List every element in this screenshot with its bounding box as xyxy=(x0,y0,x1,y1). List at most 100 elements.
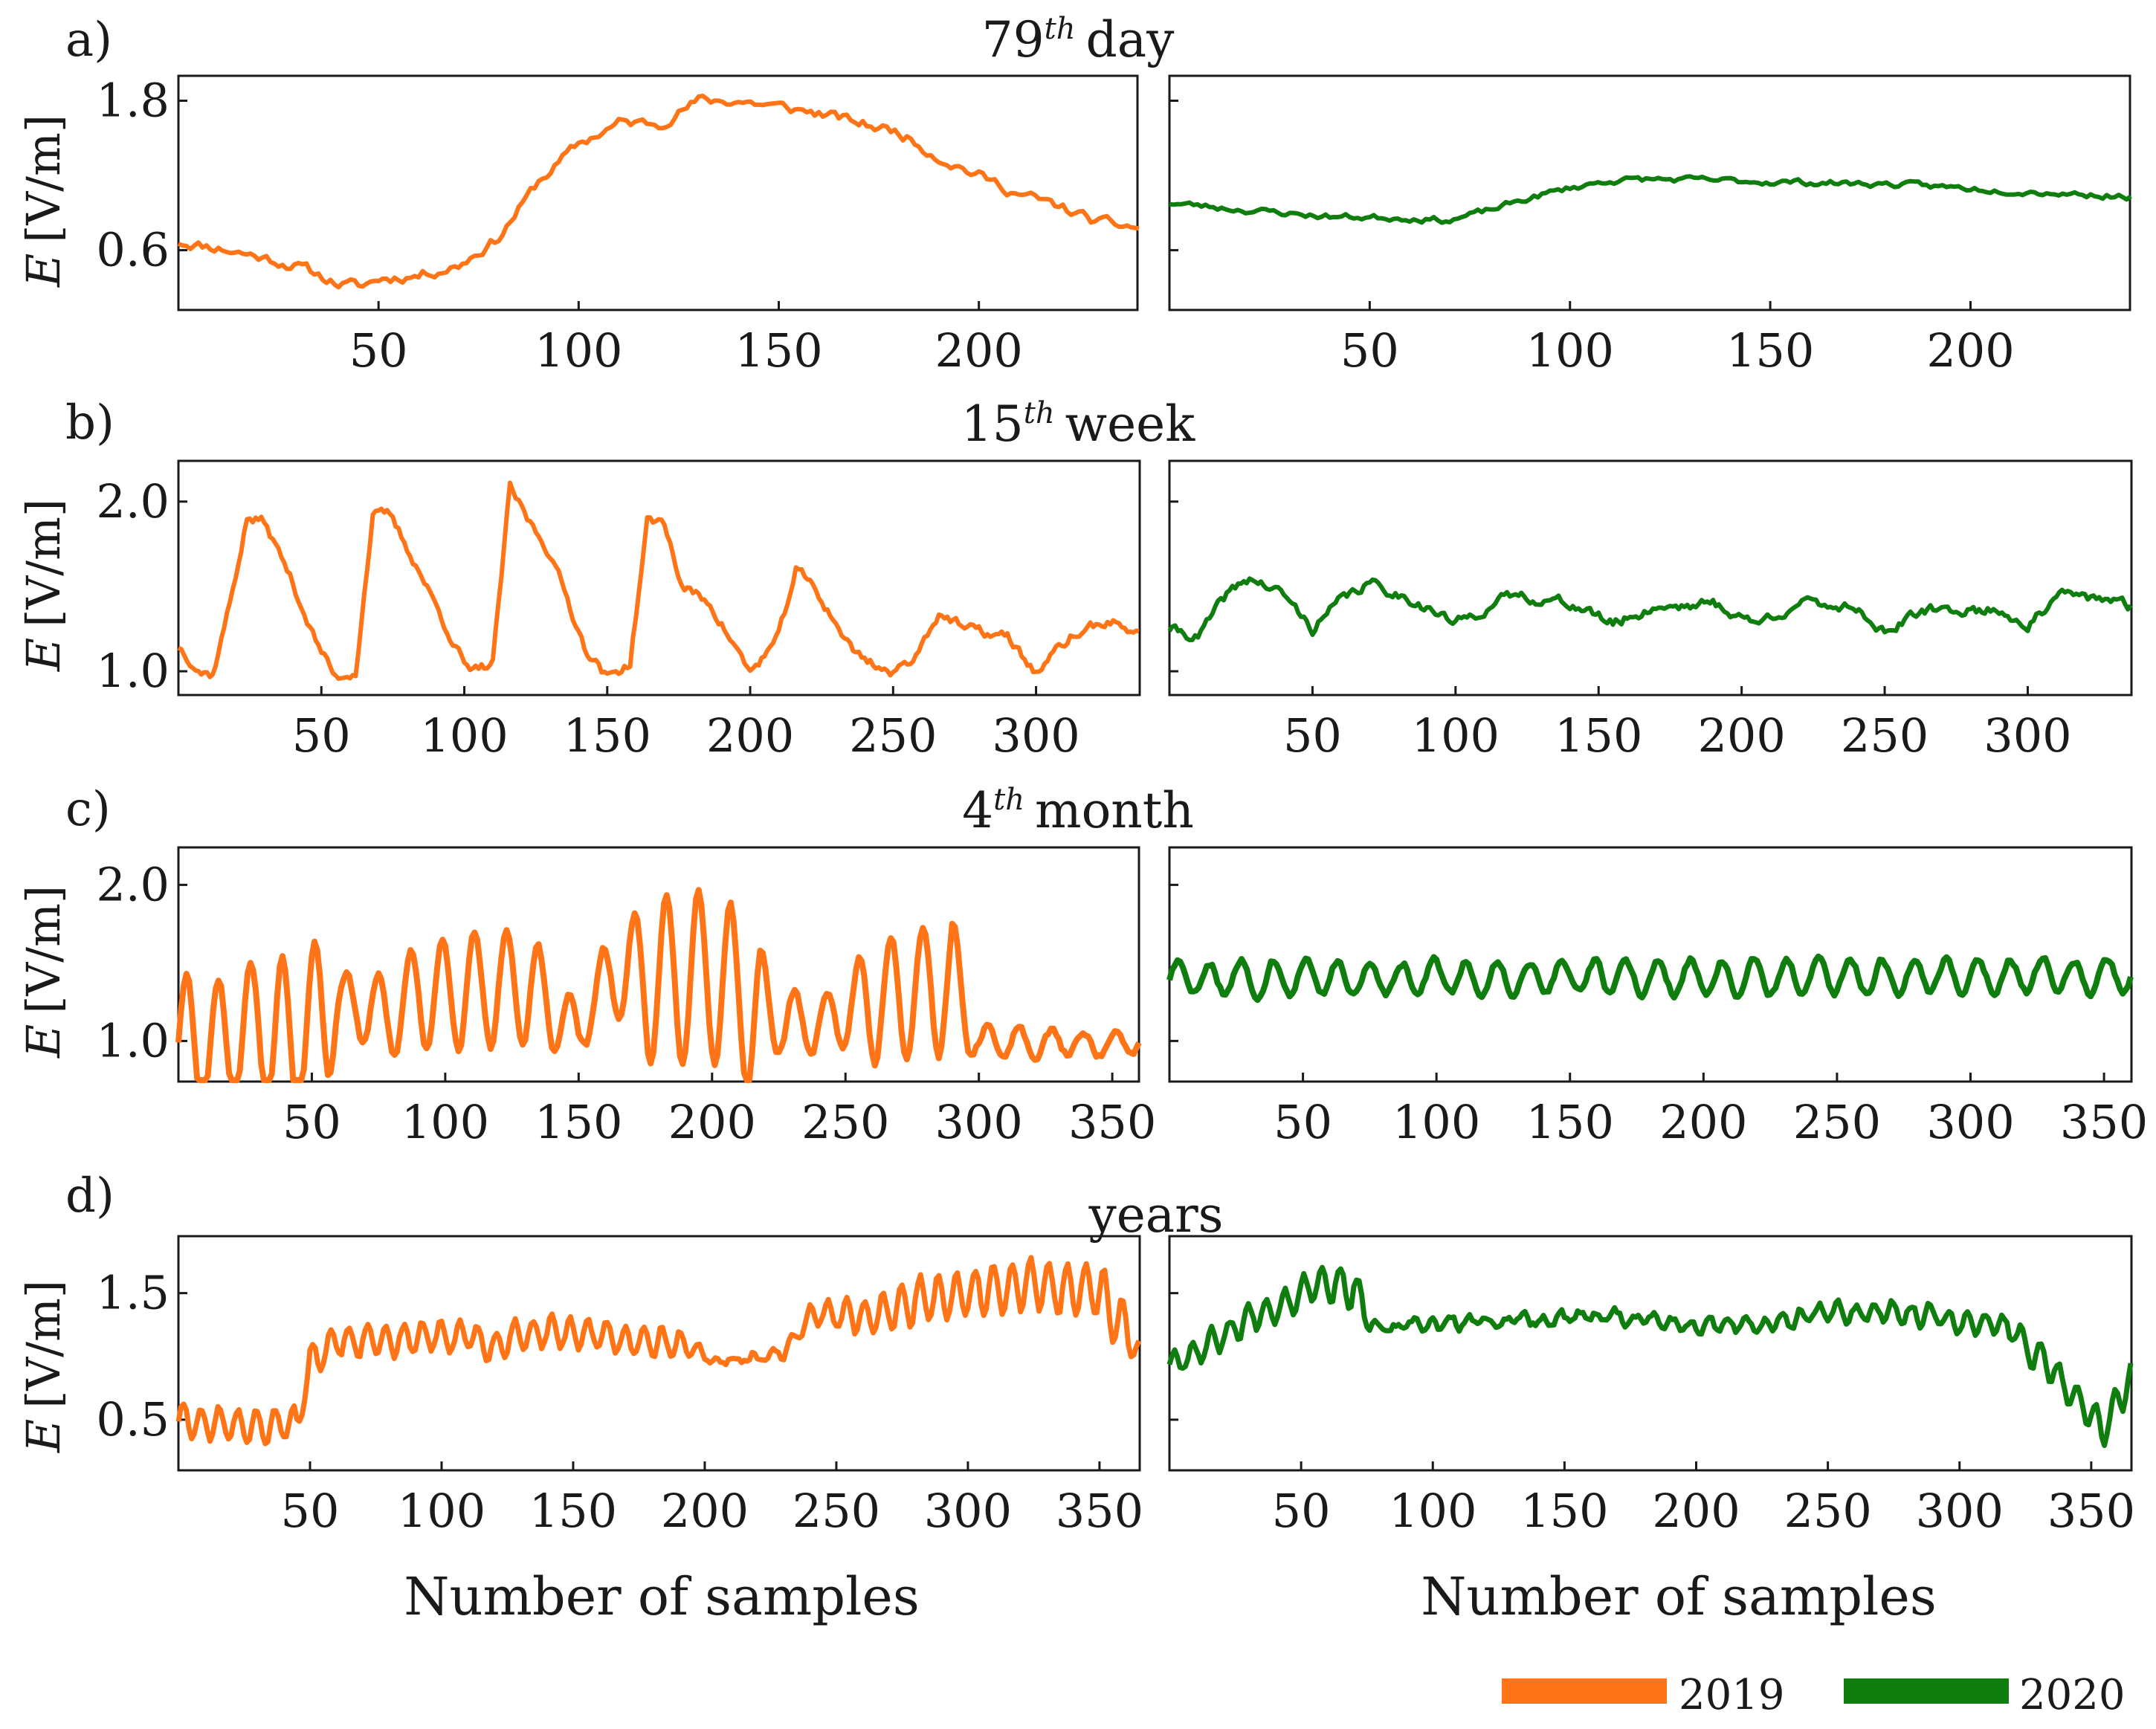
title-b-prefix: 15 xyxy=(961,395,1024,453)
row-a: a) 79th day E [V/m] 50 100 150 200 0.6 1.8 50 10… xyxy=(16,11,2132,378)
axis-b-2019: 50 100 150 200 250 300 1.0 2.0 xyxy=(96,474,1079,763)
x-tick-label-b-2019-200: 200 xyxy=(706,708,794,763)
line-2019-a xyxy=(177,94,1140,290)
x-tick-label-d-2020-200: 200 xyxy=(1652,1484,1740,1538)
xlabel-right: Number of samples xyxy=(1421,1566,1937,1627)
title-a-prefix: 79 xyxy=(982,11,1045,68)
x-tick-label-d-2019-150: 150 xyxy=(529,1484,617,1538)
legend-label-2019: 2019 xyxy=(1679,1671,1785,1719)
plot-frame-a-2020 xyxy=(1168,74,2131,311)
plot-frame-d-2020 xyxy=(1168,1235,2133,1472)
y-tick-label-c-2019-0: 1.0 xyxy=(96,1013,170,1067)
panel-letter-a: a) xyxy=(65,13,112,68)
line-2020-b xyxy=(1167,576,2133,642)
y-tick-label-b-2019-0: 1.0 xyxy=(96,644,170,698)
axis-d-2019: 50 100 150 200 250 300 350 0.5 1.5 xyxy=(96,1266,1143,1538)
row-b: b) 15th week E [V/m] 50 100 150 200 250 300 1.0 2… xyxy=(16,395,2133,763)
panel-letter-c: c) xyxy=(65,782,111,837)
ylabel-c-unit: [V/m] xyxy=(16,885,71,1014)
plot-frame-b-2019 xyxy=(177,459,1141,697)
title-b-suffix: week xyxy=(1065,395,1196,453)
ylabel-b: E [V/m] xyxy=(16,499,71,672)
axis-c-2020: 50 100 150 200 250 300 350 xyxy=(1169,883,2148,1149)
plot-frame-c-2020 xyxy=(1168,846,2133,1083)
title-a: 79th day xyxy=(982,11,1175,68)
line-2020-d xyxy=(1166,1264,2134,1448)
x-tick-label-c-2019-100: 100 xyxy=(401,1095,489,1149)
ylabel-d-unit: [V/m] xyxy=(16,1280,71,1409)
x-tick-label-b-2019-50: 50 xyxy=(292,708,351,763)
title-b-sup: th xyxy=(1024,396,1055,430)
ylabel-c-italic: E xyxy=(16,1024,71,1059)
x-tick-label-d-2020-50: 50 xyxy=(1272,1484,1331,1538)
title-a-sup: th xyxy=(1045,12,1076,46)
x-tick-label-b-2020-200: 200 xyxy=(1697,708,1785,763)
line-2019-d xyxy=(175,1255,1142,1447)
line-2020-a xyxy=(1169,174,2132,225)
xlabel-left: Number of samples xyxy=(404,1566,920,1627)
line-2020-c xyxy=(1166,953,2134,1004)
x-tick-label-d-2020-250: 250 xyxy=(1784,1484,1871,1538)
x-tick-label-b-2019-100: 100 xyxy=(420,708,508,763)
ylabel-b-italic: E xyxy=(16,638,71,672)
x-tick-label-d-2019-100: 100 xyxy=(398,1484,485,1538)
x-tick-label-c-2020-350: 350 xyxy=(2060,1095,2148,1149)
x-tick-label-c-2019-150: 150 xyxy=(535,1095,622,1149)
ylabel-a-italic: E xyxy=(16,253,71,288)
x-tick-label-a-2019-100: 100 xyxy=(535,323,622,378)
x-tick-label-a-2019-50: 50 xyxy=(349,323,408,378)
axis-d-2020: 50 100 150 200 250 300 350 xyxy=(1169,1292,2135,1538)
ylabel-b-unit: [V/m] xyxy=(16,499,71,627)
x-tick-label-a-2019-200: 200 xyxy=(935,323,1022,378)
x-tick-label-c-2019-200: 200 xyxy=(668,1095,756,1149)
x-tick-label-d-2019-350: 350 xyxy=(1056,1484,1143,1538)
title-d: years xyxy=(1088,1186,1223,1244)
x-tick-label-c-2019-50: 50 xyxy=(283,1095,341,1149)
x-tick-label-d-2020-350: 350 xyxy=(2047,1484,2135,1538)
y-tick-label-d-2019-1: 1.5 xyxy=(96,1266,170,1320)
title-c-suffix: month xyxy=(1035,782,1194,839)
x-tick-label-c-2019-300: 300 xyxy=(935,1095,1022,1149)
x-tick-label-b-2020-300: 300 xyxy=(1984,708,2071,763)
title-c: 4th month xyxy=(962,782,1194,839)
title-c-prefix: 4 xyxy=(962,782,993,839)
axis-a-2019: 50 100 150 200 0.6 1.8 xyxy=(96,74,1022,378)
x-tick-label-b-2020-150: 150 xyxy=(1555,708,1642,763)
x-tick-label-b-2019-250: 250 xyxy=(849,708,937,763)
x-tick-label-c-2020-150: 150 xyxy=(1526,1095,1614,1149)
panel-letter-b: b) xyxy=(65,395,114,450)
row-d: d) years E [V/m] 50 100 150 200 250 300 350 0.5 1… xyxy=(16,1169,2135,1538)
plot-frame-d-2019 xyxy=(177,1235,1141,1472)
ylabel-a: E [V/m] xyxy=(16,114,71,288)
ylabel-d: E [V/m] xyxy=(16,1280,71,1453)
x-tick-label-a-2020-200: 200 xyxy=(1926,323,2014,378)
x-tick-label-a-2019-150: 150 xyxy=(735,323,822,378)
y-tick-label-d-2019-0: 0.5 xyxy=(96,1392,170,1447)
axis-c-2019: 50 100 150 200 250 300 350 1.0 2.0 xyxy=(96,857,1156,1149)
axis-b-2020: 50 100 150 200 250 300 xyxy=(1169,500,2072,763)
x-tick-label-b-2020-50: 50 xyxy=(1283,708,1342,763)
title-b: 15th week xyxy=(961,395,1195,453)
x-tick-label-c-2020-250: 250 xyxy=(1793,1095,1881,1149)
legend-label-2020: 2020 xyxy=(2019,1671,2126,1719)
x-tick-label-d-2019-50: 50 xyxy=(281,1484,340,1538)
x-tick-label-c-2019-350: 350 xyxy=(1068,1095,1156,1149)
x-tick-label-c-2020-200: 200 xyxy=(1659,1095,1747,1149)
x-tick-label-d-2019-300: 300 xyxy=(924,1484,1012,1538)
title-a-suffix: day xyxy=(1085,11,1175,68)
y-tick-label-b-2019-1: 2.0 xyxy=(96,474,170,529)
x-tick-label-b-2020-100: 100 xyxy=(1412,708,1500,763)
legend-swatch-2019 xyxy=(1502,1678,1667,1704)
y-tick-label-a-2019-0: 0.6 xyxy=(96,223,170,277)
x-tick-label-d-2020-300: 300 xyxy=(1916,1484,2004,1538)
axis-a-2020: 50 100 150 200 xyxy=(1169,100,2015,378)
plot-frame-b-2020 xyxy=(1168,459,2133,697)
x-tick-label-d-2020-100: 100 xyxy=(1389,1484,1476,1538)
ylabel-a-unit: [V/m] xyxy=(16,114,71,243)
ylabel-d-italic: E xyxy=(16,1419,71,1453)
plot-frame-a-2019 xyxy=(177,74,1139,311)
x-tick-label-b-2020-250: 250 xyxy=(1841,708,1929,763)
x-tick-label-c-2020-100: 100 xyxy=(1392,1095,1480,1149)
line-2019-b xyxy=(177,480,1140,681)
